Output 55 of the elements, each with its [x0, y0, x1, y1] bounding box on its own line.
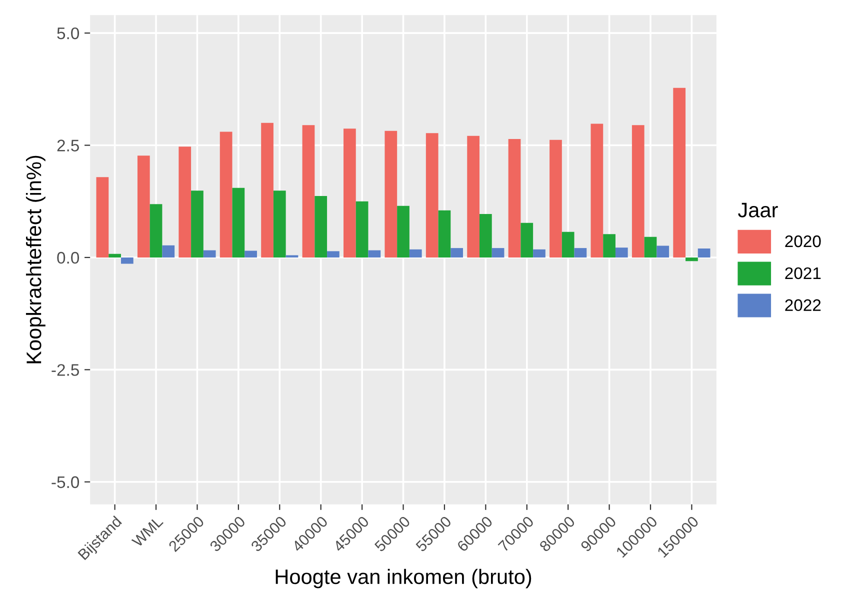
bar	[96, 177, 109, 258]
bar	[150, 204, 162, 258]
bar	[397, 206, 410, 258]
bar	[644, 236, 657, 258]
bar	[108, 254, 121, 258]
bar	[232, 188, 245, 258]
y-tick-label: -5.0	[52, 476, 80, 488]
bar	[492, 248, 504, 258]
bar	[508, 138, 521, 258]
bar	[632, 125, 644, 258]
y-tick-label: 2.5	[57, 140, 79, 152]
bar	[450, 248, 464, 258]
bar	[533, 249, 546, 258]
legend-label: 2021	[785, 267, 821, 280]
y-axis-title: Koopkrachteffect (in%)	[26, 156, 46, 364]
bar	[220, 132, 232, 258]
bar	[302, 125, 315, 258]
bar	[356, 201, 368, 258]
y-tick-label: 5.0	[57, 27, 80, 40]
bar	[426, 133, 438, 258]
bar	[244, 250, 257, 258]
bar	[344, 128, 356, 258]
y-tick-label: 0.0	[57, 252, 80, 264]
bar	[314, 196, 328, 258]
bar	[467, 136, 480, 258]
bar	[438, 210, 451, 258]
bar	[603, 234, 616, 258]
bar	[590, 124, 604, 258]
bar	[368, 250, 381, 258]
bar	[162, 245, 175, 258]
bar	[120, 257, 134, 264]
bar	[686, 257, 698, 262]
bar	[191, 190, 204, 258]
bar	[384, 130, 398, 258]
y-tick-label: -2.5	[52, 364, 79, 376]
bar	[137, 156, 150, 258]
bar	[409, 249, 422, 258]
bar	[261, 122, 274, 258]
bar	[574, 248, 587, 258]
bar	[673, 88, 686, 258]
bar	[615, 248, 628, 258]
x-axis-title: Hoogte van inkomen (bruto)	[276, 568, 532, 588]
bar	[203, 250, 216, 258]
bar	[656, 246, 670, 258]
bar	[520, 222, 534, 258]
legend-label: 2022	[785, 299, 821, 312]
bar	[562, 232, 574, 258]
bar	[550, 140, 562, 258]
bar	[698, 248, 710, 258]
legend-label: 2020	[785, 235, 821, 248]
bar	[479, 214, 492, 258]
bar	[273, 190, 286, 258]
bar	[327, 251, 340, 258]
legend-title: Jaar	[738, 202, 778, 218]
bar	[178, 146, 192, 258]
